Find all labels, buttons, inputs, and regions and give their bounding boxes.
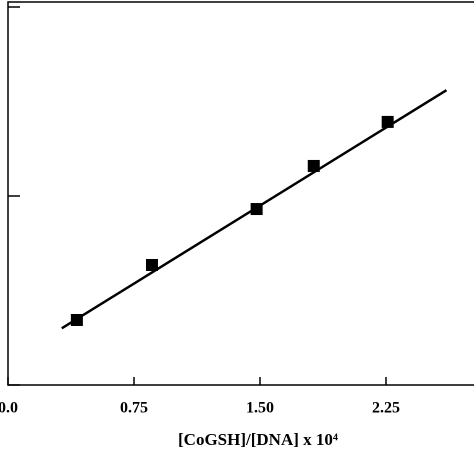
data-point — [70, 313, 83, 326]
x-tick-label: 0.0 — [0, 400, 18, 417]
x-tick-label: 1.50 — [246, 400, 274, 417]
data-point — [145, 258, 158, 271]
plot-frame — [7, 1, 474, 386]
data-point — [381, 115, 394, 128]
x-tick-label: 0.75 — [120, 400, 148, 417]
x-tick-label: 2.25 — [372, 400, 400, 417]
data-point — [250, 203, 263, 216]
data-point — [307, 159, 320, 172]
x-axis-label: [CoGSH]/[DNA] x 10⁴ — [178, 430, 338, 449]
